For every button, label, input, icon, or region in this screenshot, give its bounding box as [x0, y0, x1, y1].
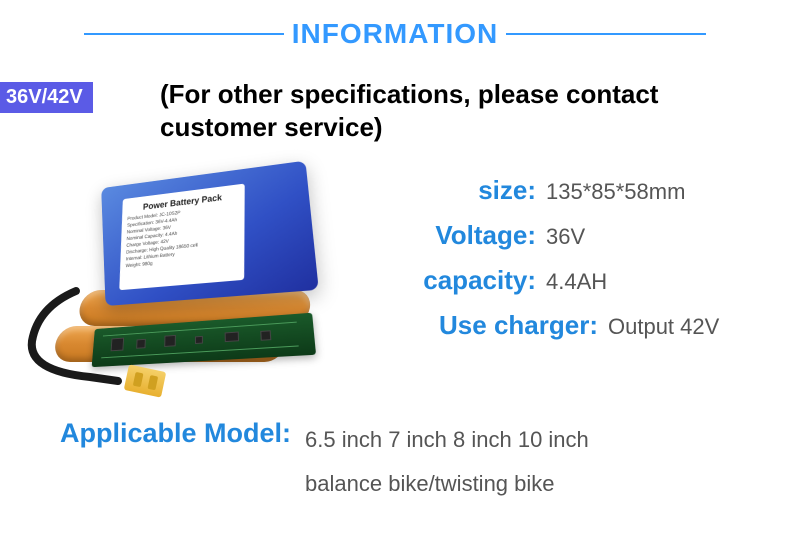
header: INFORMATION: [0, 0, 790, 50]
spec-row-voltage: Voltage: 36V: [378, 220, 778, 251]
applicable-line-1: 6.5 inch 7 inch 8 inch 10 inch: [305, 427, 589, 452]
spec-table: size: 135*85*58mm Voltage: 36V capacity:…: [378, 175, 778, 355]
spec-value: Output 42V: [608, 314, 719, 340]
spec-row-charger: Use charger: Output 42V: [378, 310, 778, 341]
header-line-left: [84, 33, 284, 35]
spec-value: 6.5 inch 7 inch 8 inch 10 inch balance b…: [305, 418, 589, 506]
spec-row-capacity: capacity: 4.4AH: [378, 265, 778, 296]
cable-icon: [18, 285, 138, 395]
applicable-line-2: balance bike/twisting bike: [305, 471, 554, 496]
spec-label: Voltage:: [378, 220, 546, 251]
spec-value: 135*85*58mm: [546, 179, 685, 205]
voltage-badge: 36V/42V: [0, 82, 93, 113]
spec-label: Use charger:: [378, 310, 608, 341]
spec-value: 36V: [546, 224, 585, 250]
spec-value: 4.4AH: [546, 269, 607, 295]
subtitle: (For other specifications, please contac…: [160, 78, 720, 143]
header-title: INFORMATION: [292, 18, 498, 50]
header-line-right: [506, 33, 706, 35]
product-image: Power Battery Pack Product Model: JC-10S…: [40, 165, 350, 390]
spec-label: Applicable Model:: [60, 418, 305, 449]
spec-row-applicable: Applicable Model: 6.5 inch 7 inch 8 inch…: [60, 418, 589, 506]
spec-label: size:: [378, 175, 546, 206]
spec-label: capacity:: [378, 265, 546, 296]
battery-label: Power Battery Pack Product Model: JC-10S…: [119, 184, 244, 291]
spec-row-size: size: 135*85*58mm: [378, 175, 778, 206]
